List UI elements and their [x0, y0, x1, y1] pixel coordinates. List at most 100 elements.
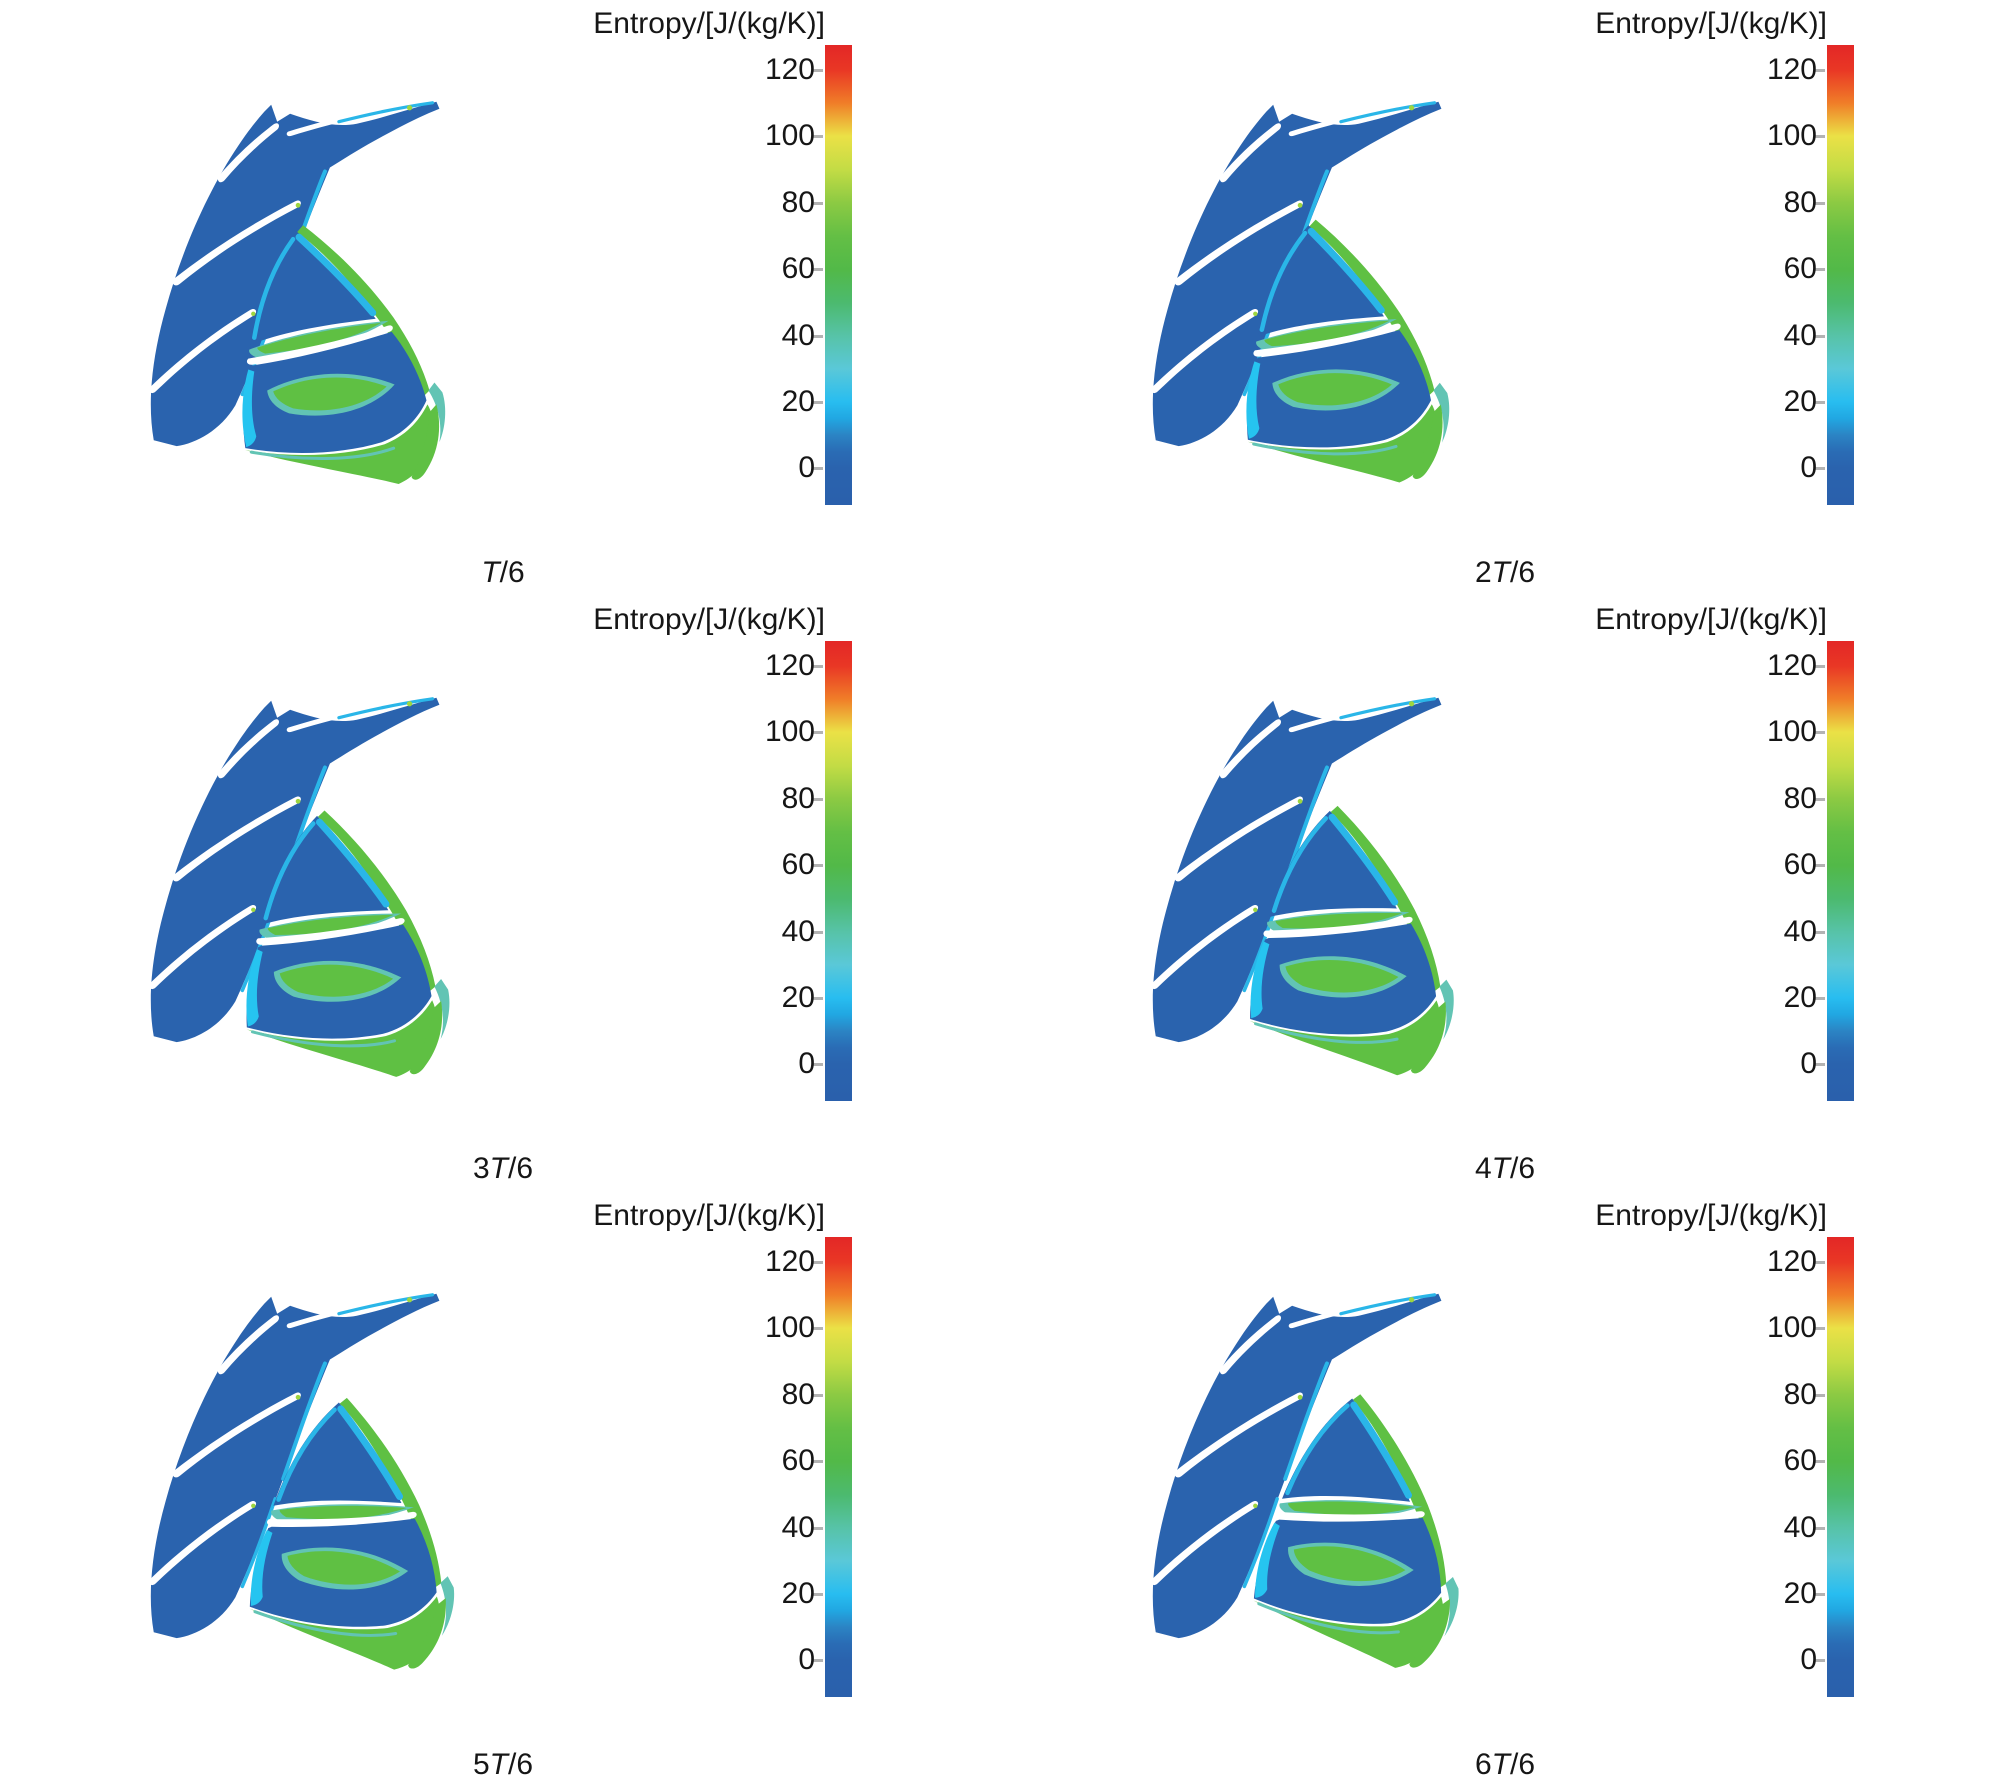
colorbar-tick-mark: [813, 731, 823, 734]
colorbar-tick-mark: [813, 931, 823, 934]
panel-4T/6: Entropy/[J/(kg/K)] 120 100 80 60 40 20 4…: [1057, 596, 1857, 1192]
time-divisor: /6: [1509, 1152, 1536, 1185]
time-divisor: /6: [507, 1748, 534, 1781]
time-coefficient: 5: [472, 1748, 490, 1781]
colorbar-tick-label: 120: [1766, 53, 1817, 86]
colorbar-tick-mark: [1815, 1593, 1825, 1596]
colorbar-tick-label: 40: [1783, 1511, 1817, 1544]
colorbar-tick-label: 0: [1800, 451, 1817, 484]
time-divisor: /6: [507, 1152, 534, 1185]
colorbar-tick-label: 100: [1766, 119, 1817, 152]
time-coefficient: 6: [1474, 1748, 1492, 1781]
time-coefficient: 2: [1474, 556, 1492, 589]
time-label: 6T/6: [1475, 1748, 1535, 1782]
colorbar-tick-mark: [813, 1527, 823, 1530]
colorbar-tick-label: 60: [1783, 1444, 1817, 1477]
colorbar-title: Entropy/[J/(kg/K)]: [593, 7, 825, 40]
colorbar-tick-label: 120: [1766, 649, 1817, 682]
panel-3T/6: Entropy/[J/(kg/K)] 120 100 80 60 40 20 3…: [55, 596, 855, 1192]
entropy-contour-plot: [1149, 99, 1530, 486]
colorbar-tick-mark: [1815, 931, 1825, 934]
time-period-symbol: T: [489, 1748, 508, 1781]
time-period-symbol: T: [1491, 1748, 1510, 1781]
colorbar-tick-mark: [813, 202, 823, 205]
colorbar-tick-label: 20: [1783, 1577, 1817, 1610]
colorbar-tick-mark: [1815, 1460, 1825, 1463]
colorbar-tick-label: 100: [1766, 1311, 1817, 1344]
time-label: 2T/6: [1475, 556, 1535, 590]
colorbar-tick-mark: [813, 1063, 823, 1066]
colorbar-tick-label: 60: [1783, 252, 1817, 285]
time-period-symbol: T: [1491, 1152, 1510, 1185]
colorbar-tick-label: 80: [1783, 186, 1817, 219]
colorbar-tick-label: 60: [781, 1444, 815, 1477]
time-coefficient: 3: [472, 1152, 490, 1185]
time-period-symbol: T: [481, 556, 500, 589]
colorbar-tick-label: 80: [781, 782, 815, 815]
colorbar-tick-mark: [1815, 401, 1825, 404]
colorbar-tick-mark: [1815, 202, 1825, 205]
panel-2T/6: Entropy/[J/(kg/K)] 120 100 80 60 40 20 2…: [1057, 0, 1857, 596]
colorbar-tick-mark: [813, 335, 823, 338]
colorbar-tick-mark: [1815, 1261, 1825, 1264]
colorbar-tick-mark: [1815, 1527, 1825, 1530]
colorbar-tick-label: 0: [1800, 1047, 1817, 1080]
colorbar-tick-label: 100: [764, 715, 815, 748]
colorbar-tick-label: 120: [764, 53, 815, 86]
colorbar-tick-label: 40: [781, 915, 815, 948]
colorbar-tick-mark: [813, 997, 823, 1000]
colorbar-tick-mark: [1815, 467, 1825, 470]
colorbar-tick-mark: [813, 864, 823, 867]
colorbar-tick-label: 20: [781, 981, 815, 1014]
colorbar-tick-label: 120: [764, 1245, 815, 1278]
colorbar-tick-label: 120: [764, 649, 815, 682]
colorbar-tick-mark: [813, 798, 823, 801]
colorbar-tick-label: 80: [1783, 1378, 1817, 1411]
colorbar-tick-mark: [813, 1261, 823, 1264]
panel-T/6: Entropy/[J/(kg/K)] 120 100 80 60 40 20 T…: [55, 0, 855, 596]
time-divisor: /6: [1509, 1748, 1536, 1781]
colorbar-tick-mark: [1815, 798, 1825, 801]
colorbar-tick-label: 80: [1783, 782, 1817, 815]
colorbar-tick-mark: [813, 1394, 823, 1397]
time-period-symbol: T: [1491, 556, 1510, 589]
panel-5T/6: Entropy/[J/(kg/K)] 120 100 80 60 40 20 5…: [55, 1192, 855, 1788]
colorbar-title: Entropy/[J/(kg/K)]: [1595, 7, 1827, 40]
colorbar-tick-label: 100: [764, 119, 815, 152]
colorbar-tick-label: 80: [781, 1378, 815, 1411]
colorbar-tick-mark: [813, 467, 823, 470]
colorbar-tick-mark: [1815, 665, 1825, 668]
time-coefficient: 4: [1474, 1152, 1492, 1185]
colorbar-tick-mark: [813, 69, 823, 72]
colorbar-gradient: [825, 45, 852, 505]
colorbar-tick-label: 20: [1783, 981, 1817, 1014]
colorbar-tick-mark: [1815, 864, 1825, 867]
entropy-contour-plot: [147, 99, 528, 486]
time-label: T/6: [481, 556, 524, 590]
colorbar-gradient: [1827, 45, 1854, 505]
panel-6T/6: Entropy/[J/(kg/K)] 120 100 80 60 40 20 6…: [1057, 1192, 1857, 1788]
colorbar-gradient: [1827, 641, 1854, 1101]
colorbar-gradient: [1827, 1237, 1854, 1697]
colorbar-tick-label: 120: [1766, 1245, 1817, 1278]
colorbar-tick-mark: [1815, 69, 1825, 72]
entropy-contour-plot: [147, 1291, 528, 1678]
entropy-contour-plot: [147, 695, 528, 1082]
colorbar-tick-label: 40: [781, 319, 815, 352]
colorbar-tick-label: 0: [798, 451, 815, 484]
colorbar-tick-mark: [1815, 1327, 1825, 1330]
colorbar-tick-label: 100: [1766, 715, 1817, 748]
colorbar-tick-mark: [813, 1593, 823, 1596]
colorbar-tick-mark: [813, 135, 823, 138]
colorbar-tick-mark: [1815, 997, 1825, 1000]
colorbar-tick-mark: [813, 1460, 823, 1463]
time-period-symbol: T: [489, 1152, 508, 1185]
time-divisor: /6: [1509, 556, 1536, 589]
time-divisor: /6: [499, 556, 525, 589]
colorbar-tick-label: 80: [781, 186, 815, 219]
colorbar-tick-label: 40: [1783, 319, 1817, 352]
colorbar-tick-label: 60: [781, 848, 815, 881]
colorbar-tick-mark: [813, 1659, 823, 1662]
colorbar-tick-mark: [1815, 135, 1825, 138]
